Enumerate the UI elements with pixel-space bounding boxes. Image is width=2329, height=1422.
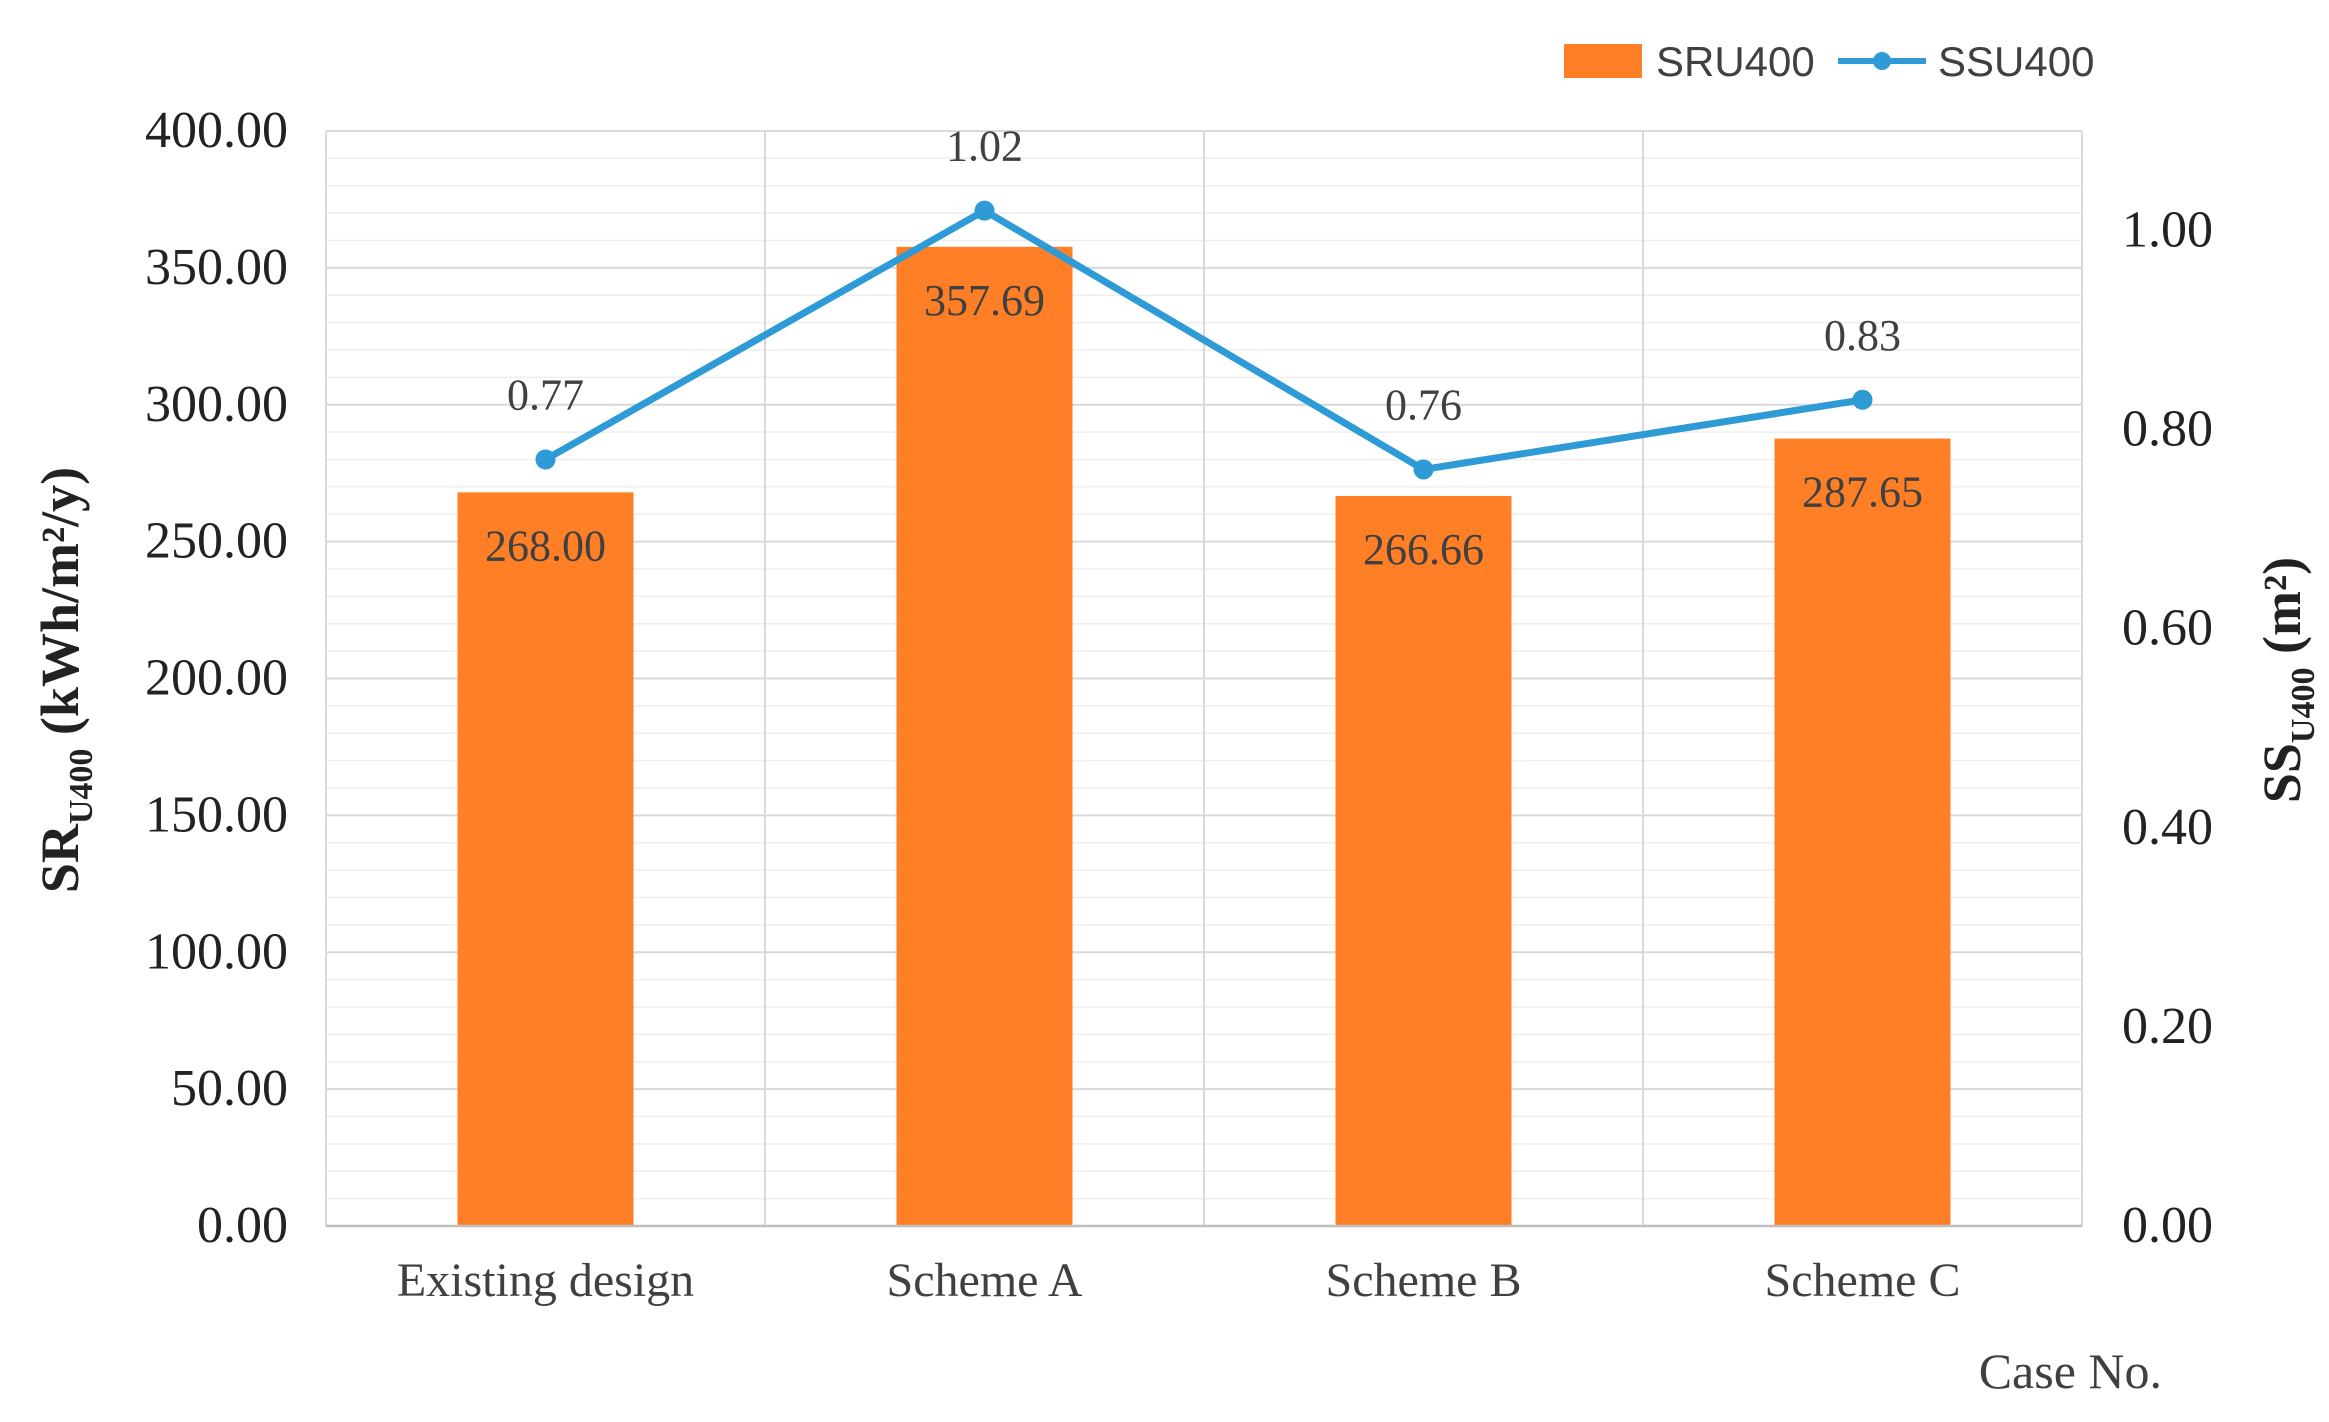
x-axis-title: Case No. [1979, 1343, 2162, 1399]
right-axis-title: SSU400 (m²) [2252, 557, 2322, 803]
right-axis-title-main: SS [2252, 743, 2312, 803]
legend-label-ssu400: SSU400 [1938, 38, 2094, 85]
left-axis-title-unit: (kWh/m²/y) [30, 467, 90, 749]
right-axis-title-sub: U400 [2285, 668, 2322, 744]
axes: 0.00 50.00 100.00 150.00 200.00 250.00 300.00 3… [145, 102, 2213, 1307]
right-tick-label: 0.40 [2122, 799, 2213, 856]
left-tick-label: 350.00 [145, 239, 288, 296]
legend-swatch-marker-ssu400 [1873, 52, 1891, 70]
left-tick-label: 300.00 [145, 376, 288, 433]
line-point-4 [1852, 389, 1873, 410]
bar-2 [896, 246, 1073, 1227]
bar-value-label: 287.65 [1802, 468, 1923, 517]
line-value-label: 1.02 [946, 122, 1023, 171]
left-axis-title: SRU400 (kWh/m²/y) [30, 467, 100, 893]
legend-label-sru400: SRU400 [1656, 38, 1815, 85]
category-label: Existing design [397, 1254, 694, 1307]
right-tick-label: 0.60 [2122, 600, 2213, 657]
line-value-label: 0.77 [507, 371, 584, 420]
right-tick-label: 0.80 [2122, 401, 2213, 458]
legend: SRU400 SSU400 [1564, 38, 2094, 85]
line-point-2 [974, 200, 995, 221]
bar-value-label: 266.66 [1363, 525, 1484, 574]
bar-4 [1774, 438, 1951, 1227]
left-tick-label: 100.00 [145, 923, 288, 980]
left-axis-title-sub: U400 [63, 749, 100, 825]
left-tick-label: 250.00 [145, 513, 288, 570]
line-value-label: 0.83 [1824, 311, 1901, 360]
left-tick-label: 50.00 [171, 1060, 288, 1117]
right-tick-label: 1.00 [2122, 202, 2213, 259]
line-point-1 [535, 449, 556, 470]
category-label: Scheme B [1326, 1254, 1522, 1307]
legend-swatch-sru400 [1564, 44, 1642, 78]
line-series-ssu400 [535, 200, 1873, 480]
left-tick-label: 200.00 [145, 650, 288, 707]
left-tick-label: 0.00 [197, 1197, 288, 1254]
left-tick-label: 150.00 [145, 786, 288, 843]
left-tick-label: 400.00 [145, 102, 288, 159]
data-labels: 268.00 357.69 266.66 287.65 0.77 1.02 0.76 0.83 [485, 122, 1923, 574]
bar-series-sru400 [457, 246, 1951, 1227]
line-value-label: 0.76 [1385, 380, 1462, 429]
bar-3 [1335, 496, 1512, 1226]
line-point-3 [1413, 459, 1434, 480]
right-tick-label: 0.00 [2122, 1197, 2213, 1254]
bar-1 [457, 492, 634, 1227]
right-axis-title-unit: (m²) [2252, 557, 2312, 668]
category-label: Scheme C [1765, 1254, 1961, 1307]
right-tick-label: 0.20 [2122, 998, 2213, 1055]
left-axis-title-main: SR [30, 823, 90, 893]
category-label: Scheme A [887, 1254, 1083, 1307]
bar-value-label: 357.69 [924, 276, 1045, 325]
bar-value-label: 268.00 [485, 521, 606, 570]
ssu400-line [543, 207, 1864, 473]
